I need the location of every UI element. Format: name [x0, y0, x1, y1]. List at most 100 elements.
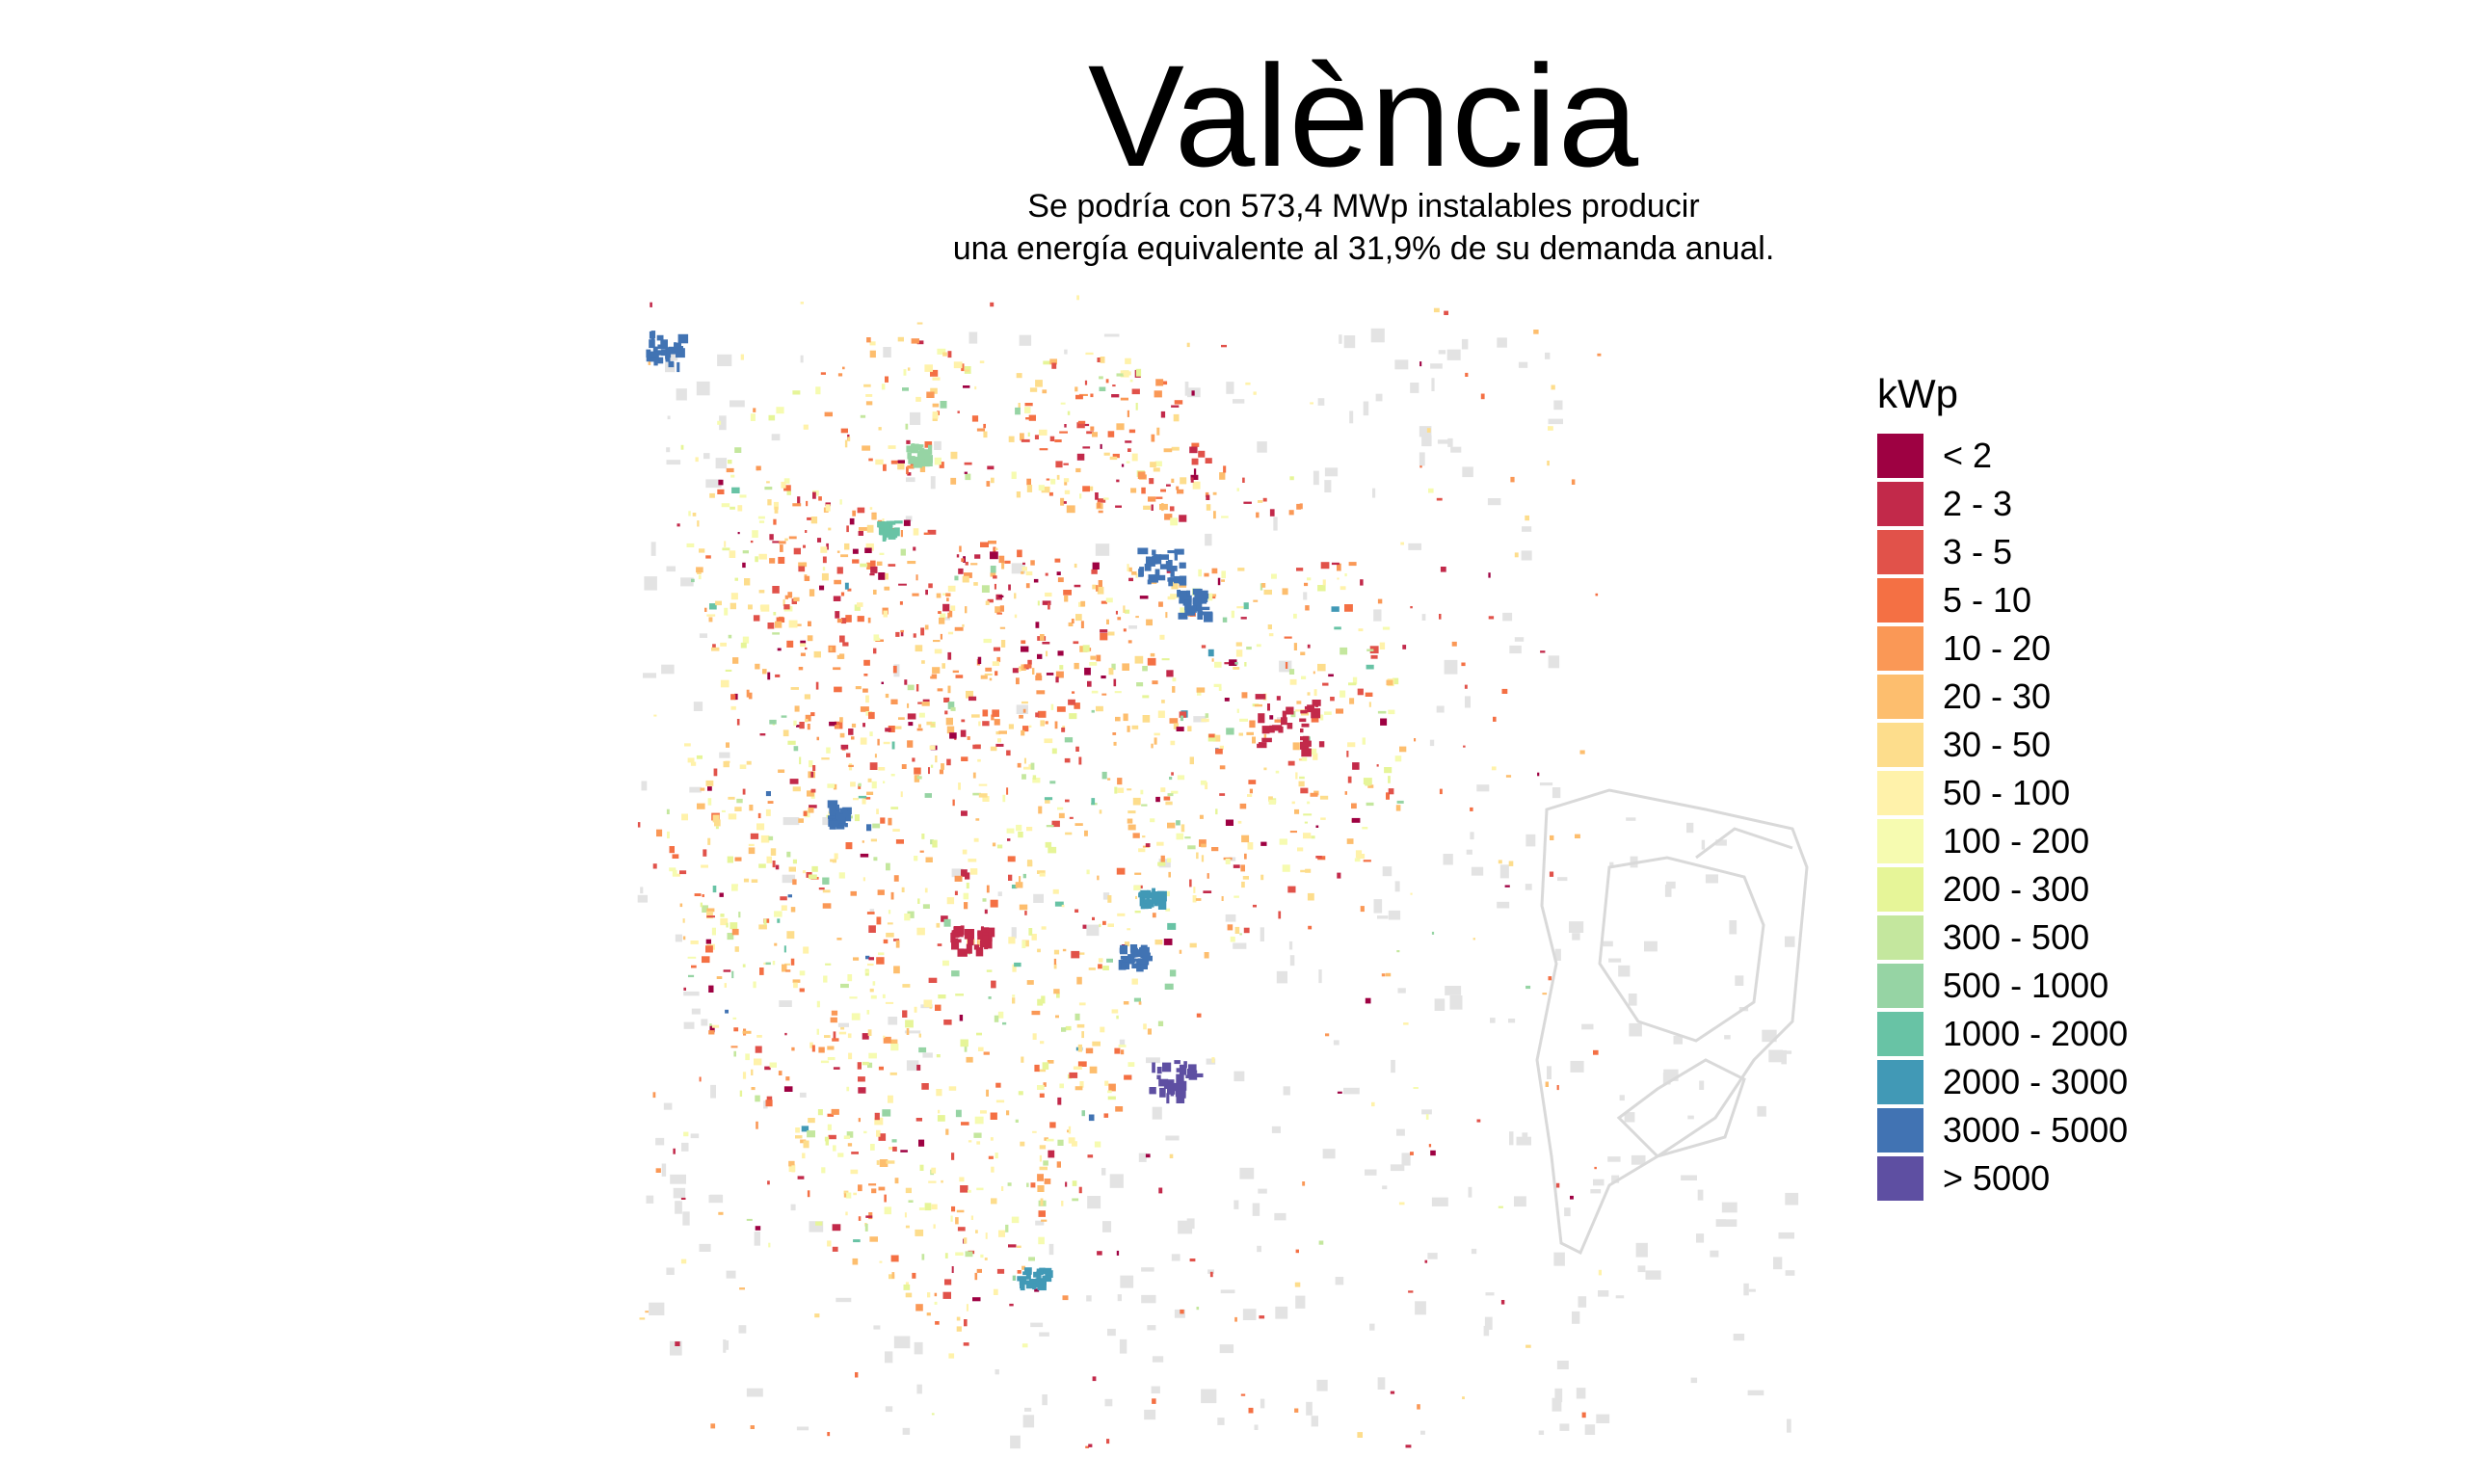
building: [930, 839, 934, 845]
unrated-building: [1276, 970, 1287, 984]
building: [726, 922, 729, 928]
building: [934, 1292, 938, 1297]
building: [1006, 750, 1011, 756]
unrated-building: [1697, 1189, 1704, 1201]
building: [767, 499, 772, 506]
building: [687, 956, 697, 959]
building: [1331, 606, 1340, 612]
building: [1505, 775, 1512, 778]
building: [917, 898, 920, 904]
building: [1268, 796, 1273, 802]
building: [1556, 1085, 1559, 1091]
building: [805, 647, 808, 650]
building: [769, 558, 776, 564]
building: [840, 428, 848, 434]
building: [1384, 767, 1393, 774]
building: [810, 788, 816, 793]
building: [1410, 606, 1413, 609]
building: [854, 604, 861, 611]
building: [893, 875, 899, 882]
building: [1057, 1139, 1064, 1146]
building: [1141, 804, 1148, 807]
building: [931, 723, 936, 727]
building: [1123, 628, 1127, 632]
unrated-building: [1024, 1407, 1032, 1412]
building: [978, 783, 988, 786]
building: [726, 467, 734, 473]
building: [780, 544, 783, 552]
building: [827, 1432, 831, 1437]
building: [1149, 1088, 1155, 1094]
building: [1101, 600, 1107, 604]
building: [710, 1423, 716, 1429]
building: [1168, 871, 1171, 878]
building: [1313, 671, 1315, 675]
building: [981, 585, 990, 593]
building: [882, 1109, 891, 1117]
building: [783, 729, 789, 737]
building: [1189, 446, 1198, 454]
building: [947, 585, 956, 592]
building: [1352, 762, 1360, 770]
building: [915, 1304, 923, 1312]
building: [972, 744, 981, 750]
building: [734, 447, 742, 453]
building: [1205, 713, 1209, 718]
unrated-building: [675, 934, 682, 942]
building: [807, 1190, 810, 1198]
unrated-building: [1615, 1295, 1625, 1299]
building: [1140, 952, 1151, 959]
building: [875, 459, 884, 465]
building: [857, 616, 864, 623]
building: [1127, 448, 1131, 452]
building: [1035, 380, 1043, 387]
building: [790, 907, 796, 913]
building: [1135, 616, 1139, 619]
building: [796, 725, 801, 728]
building: [758, 520, 765, 523]
building: [848, 1052, 853, 1060]
building: [1244, 662, 1247, 667]
city-map[interactable]: [636, 289, 1850, 1484]
legend-swatch: [1877, 1156, 1923, 1201]
building: [950, 605, 956, 611]
building: [960, 948, 968, 953]
building: [1061, 904, 1065, 908]
building: [865, 394, 873, 397]
building: [943, 697, 950, 702]
building: [1095, 492, 1099, 500]
building: [858, 1118, 861, 1123]
building: [682, 936, 686, 941]
unrated-building: [699, 633, 707, 638]
building: [763, 918, 767, 926]
building: [1035, 712, 1040, 718]
building: [932, 377, 941, 381]
building-map-svg[interactable]: [636, 289, 1850, 1484]
building: [827, 1057, 836, 1061]
building: [1179, 590, 1189, 601]
building: [1221, 344, 1227, 348]
building: [1252, 904, 1257, 908]
building: [877, 521, 887, 528]
building: [1028, 414, 1036, 421]
building: [1498, 1206, 1503, 1208]
building: [1207, 593, 1213, 601]
building: [1034, 1288, 1040, 1292]
building: [1031, 934, 1037, 941]
building: [1043, 1160, 1048, 1166]
building: [1156, 841, 1164, 846]
building: [1058, 812, 1065, 819]
building: [1127, 788, 1132, 791]
building: [742, 788, 746, 795]
building: [1042, 600, 1051, 605]
building: [995, 606, 1001, 614]
building: [1098, 510, 1103, 514]
building: [919, 465, 926, 472]
building: [1261, 737, 1272, 743]
building: [799, 988, 805, 993]
building: [976, 428, 985, 432]
building: [738, 912, 741, 918]
unrated-building: [1554, 948, 1561, 961]
building: [755, 1226, 761, 1231]
building: [700, 902, 703, 908]
